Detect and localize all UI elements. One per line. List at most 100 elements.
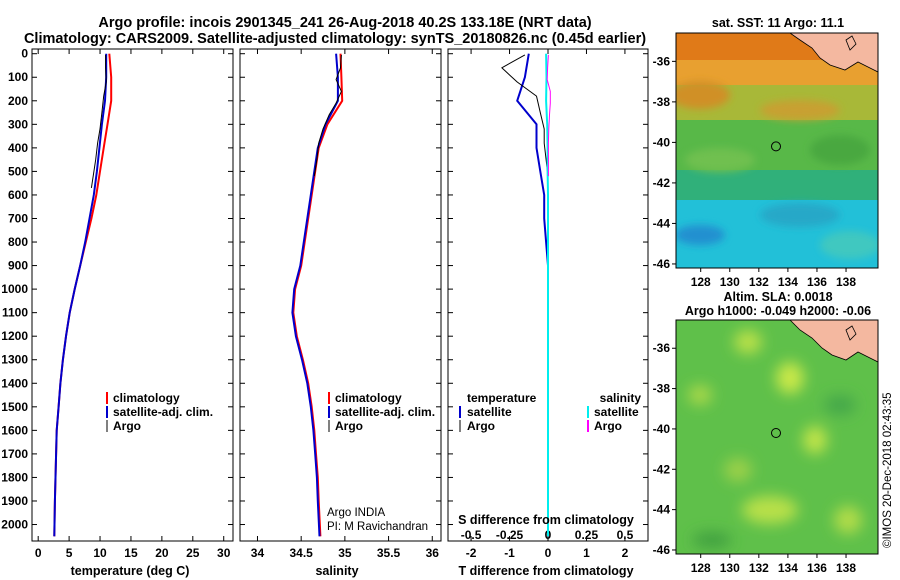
series-line-satellite-adj-clim- xyxy=(291,53,339,537)
map-x-tick-label: 130 xyxy=(720,275,740,289)
depth-tick-label: 1900 xyxy=(1,494,28,508)
depth-tick-label: 500 xyxy=(8,164,28,178)
sla-map-frame xyxy=(675,319,879,555)
legend-label-climatology: climatology xyxy=(113,391,180,405)
legend-label-satellite-2: satellite-adj. clim. xyxy=(335,405,435,419)
sla-heatmap xyxy=(676,320,878,554)
depth-tick-label: 1500 xyxy=(1,400,28,414)
x-tick-label: 1 xyxy=(583,546,590,560)
depth-tick-label: 1100 xyxy=(2,306,28,320)
x-tick-label: 35 xyxy=(338,546,352,560)
depth-tick-label: 700 xyxy=(8,211,28,225)
x-tick-label: 2 xyxy=(622,546,629,560)
sla-argo-location-marker xyxy=(771,428,781,438)
temperature-legend: climatology satellite-adj. clim. Argo xyxy=(106,391,213,433)
map-y-tick-label: -42 xyxy=(653,176,671,190)
t-difference-x-label: T difference from climatology xyxy=(458,564,633,578)
sla-map-title: Altim. SLA: 0.0018 xyxy=(723,290,832,304)
sst-heatmap xyxy=(676,33,878,268)
salinity-plot-frame xyxy=(239,48,442,542)
x2-tick-label: 0.5 xyxy=(617,528,634,542)
x2-tick-label: -0.5 xyxy=(461,528,482,542)
map-x-tick-label: 132 xyxy=(749,275,769,289)
map-y-tick-label: -44 xyxy=(653,503,671,517)
series-line-salinity-argo xyxy=(546,54,551,177)
difference-legend: temperature satellite Argo salinity sate… xyxy=(459,391,642,433)
temperature-panel: 0 5 10 15 20 25 30 temperature (deg C) climato… xyxy=(31,48,234,578)
depth-tick-label: 200 xyxy=(8,94,28,108)
depth-tick-label: 1600 xyxy=(1,423,28,437)
x-tick-label: 0 xyxy=(35,546,42,560)
depth-tick-label: 300 xyxy=(8,117,28,131)
legend-header-salinity: salinity xyxy=(600,391,642,405)
map-x-tick-label: 130 xyxy=(720,561,740,575)
sst-map-title: sat. SST: 11 Argo: 11.1 xyxy=(712,16,844,30)
x2-tick-label: -0.25 xyxy=(496,528,524,542)
map-y-tick-label: -36 xyxy=(653,341,671,355)
sst-map-frame xyxy=(675,32,879,269)
figure-title-line1: Argo profile: incois 2901345_241 26-Aug-… xyxy=(98,15,591,31)
map-x-tick-label: 132 xyxy=(749,561,769,575)
map-y-tick-label: -36 xyxy=(653,54,671,68)
legend-label-t-satellite: satellite xyxy=(467,405,512,419)
x-tick-label: 20 xyxy=(155,546,169,560)
series-line-salinity-satellite xyxy=(545,53,549,537)
x-tick-label: 36 xyxy=(426,546,440,560)
x-tick-label: 0 xyxy=(545,546,552,560)
depth-tick-label: 0 xyxy=(21,47,28,61)
depth-tick-label: 1300 xyxy=(1,353,28,367)
legend-label-climatology-2: climatology xyxy=(335,391,402,405)
depth-tick-label: 1200 xyxy=(1,329,28,343)
depth-tick-label: 900 xyxy=(8,259,28,273)
series-line-climatology xyxy=(292,53,344,537)
map-y-tick-label: -40 xyxy=(653,422,671,436)
x-tick-label: 34 xyxy=(251,546,265,560)
series-line-argo xyxy=(90,54,107,188)
depth-tick-label: 800 xyxy=(8,235,28,249)
salinity-panel: 34 34.5 35 35.5 36 salinity climatology sate… xyxy=(239,48,442,578)
sst-map-panel: sat. SST: 11 Argo: 11.1 128 130 132 134 136 1… xyxy=(653,16,879,289)
depth-tick-label: 1000 xyxy=(1,282,28,296)
x-tick-label: -1 xyxy=(504,546,515,560)
map-x-tick-label: 134 xyxy=(778,275,798,289)
map-x-tick-label: 138 xyxy=(836,275,856,289)
x-tick-label: 10 xyxy=(93,546,107,560)
map-x-tick-label: 134 xyxy=(778,561,798,575)
s-difference-x-label: S difference from climatology xyxy=(458,513,634,527)
sla-map-panel: Altim. SLA: 0.0018 Argo h1000: -0.049 h2… xyxy=(653,290,879,575)
x-tick-label: 15 xyxy=(124,546,138,560)
map-y-tick-label: -38 xyxy=(653,95,671,109)
credit-line1: Argo INDIA xyxy=(327,507,385,519)
map-y-tick-label: -38 xyxy=(653,382,671,396)
legend-label-argo-2: Argo xyxy=(335,419,363,433)
legend-label-t-argo: Argo xyxy=(467,419,495,433)
sla-map-subtitle: Argo h1000: -0.049 h2000: -0.06 xyxy=(685,304,871,318)
map-y-tick-label: -46 xyxy=(653,257,671,271)
map-x-tick-label: 128 xyxy=(691,561,711,575)
depth-tick-label: 400 xyxy=(8,141,28,155)
map-x-tick-label: 138 xyxy=(836,561,856,575)
series-line-satellite-adj-clim- xyxy=(53,53,108,537)
map-y-tick-label: -42 xyxy=(653,462,671,476)
map-y-tick-label: -40 xyxy=(653,135,671,149)
credit-line2: PI: M Ravichandran xyxy=(327,521,428,533)
map-y-tick-label: -44 xyxy=(653,216,671,230)
map-y-tick-label: -46 xyxy=(653,543,671,557)
depth-tick-label: 2000 xyxy=(1,518,28,532)
x2-tick-label: 0.25 xyxy=(575,528,599,542)
legend-header-temperature: temperature xyxy=(467,391,537,405)
depth-tick-label: 600 xyxy=(8,188,28,202)
salinity-x-label: salinity xyxy=(315,564,358,578)
x-tick-label: -2 xyxy=(466,546,477,560)
legend-label-s-satellite: satellite xyxy=(594,405,639,419)
x-tick-label: 30 xyxy=(217,546,231,560)
legend-label-s-argo: Argo xyxy=(594,419,622,433)
legend-label-argo: Argo xyxy=(113,419,141,433)
temperature-plot-frame xyxy=(31,48,234,542)
depth-tick-label: 1800 xyxy=(1,470,28,484)
x-tick-label: 25 xyxy=(186,546,200,560)
x-tick-label: 34.5 xyxy=(289,546,313,560)
series-line-argo xyxy=(313,54,342,177)
x-tick-label: 35.5 xyxy=(377,546,401,560)
